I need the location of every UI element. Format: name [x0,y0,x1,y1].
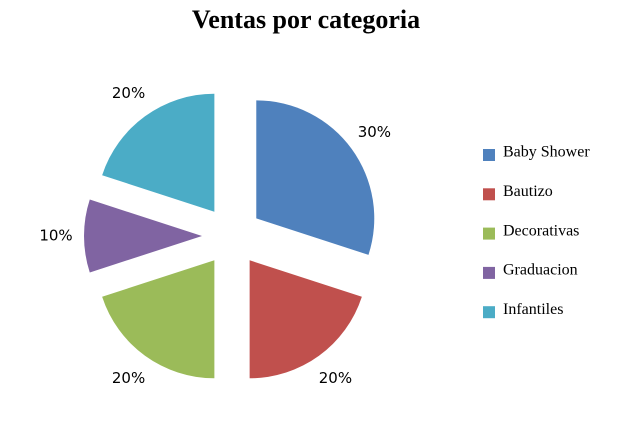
legend-label: Graduacion [503,262,578,279]
data-label: 20% [319,369,352,387]
legend-swatch [483,227,495,240]
data-label: 30% [358,123,391,141]
pie-slice [249,260,362,379]
chart-title: Ventas por categoria [192,5,420,34]
legend-swatch [483,266,495,279]
legend-label: Infantiles [503,301,563,318]
legend-swatch [483,188,495,201]
pie-slice [83,199,202,273]
legend-swatch [483,149,495,161]
legend-label: Bautizo [503,183,553,200]
data-label: 10% [39,227,72,245]
legend-label: Baby Shower [503,144,590,161]
pie-slice [256,100,375,255]
legend-swatch [483,306,495,319]
data-label: 20% [112,84,145,102]
pie-slice [102,93,215,212]
pie-slice [102,260,215,379]
data-label: 20% [112,369,145,387]
legend-label: Decorativas [503,222,579,239]
